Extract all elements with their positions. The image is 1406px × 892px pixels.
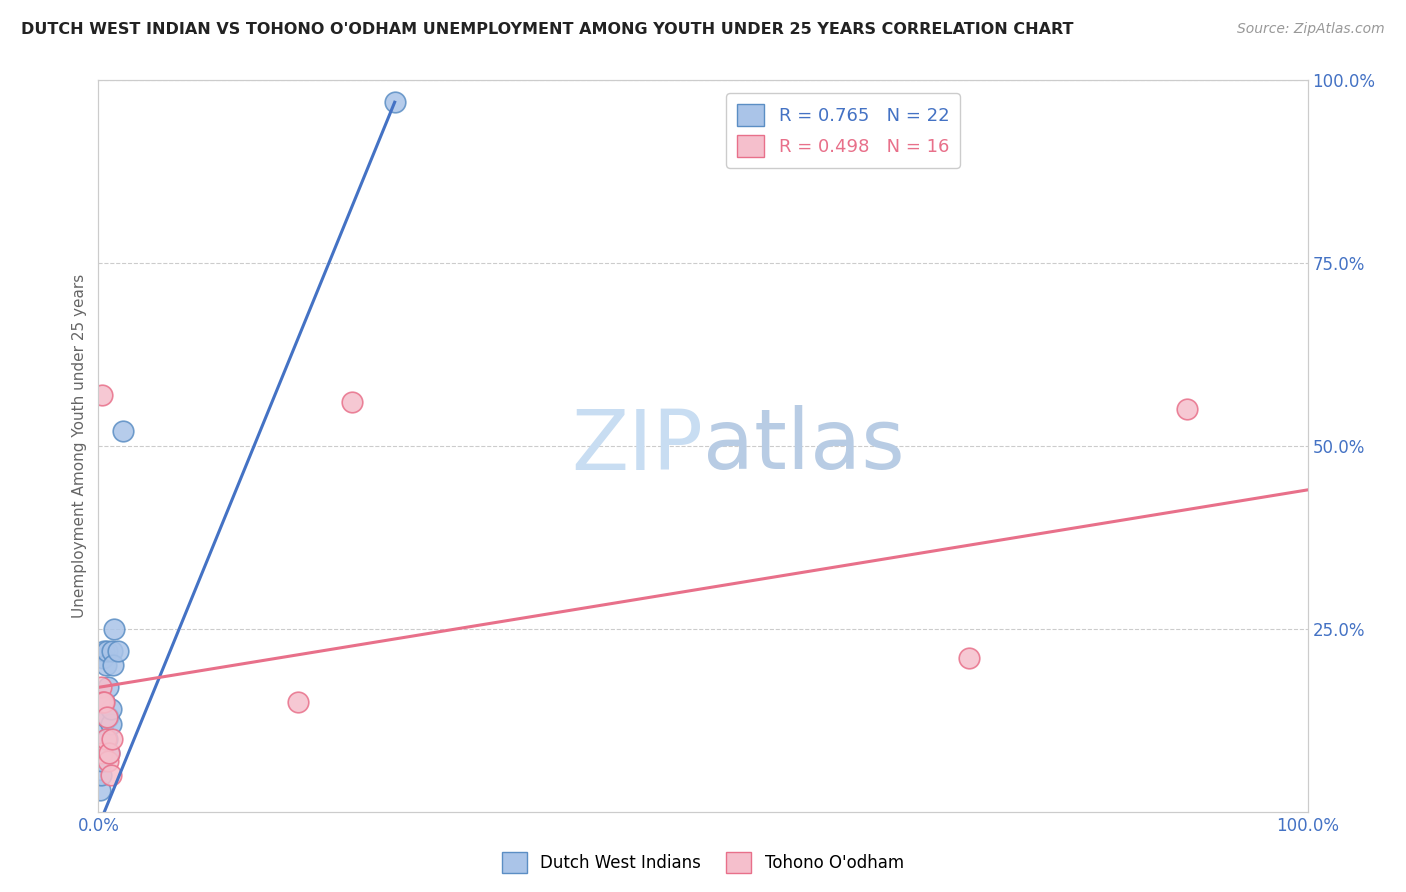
Point (97, 681, 120, 695)
Point (90, 768, 112, 782)
Point (89, 695, 111, 709)
Point (91, 754, 114, 768)
Legend: R = 0.765   N = 22, R = 0.498   N = 16: R = 0.765 N = 22, R = 0.498 N = 16 (725, 93, 960, 168)
Point (98, 746, 121, 760)
Point (97, 754, 120, 768)
Point (91, 746, 114, 760)
Point (93, 695, 115, 709)
Point (93, 644, 115, 658)
Point (103, 622, 125, 636)
Point (100, 717, 122, 731)
Point (342, 395, 364, 409)
Point (94, 731, 117, 746)
Legend: Dutch West Indians, Tohono O'odham: Dutch West Indians, Tohono O'odham (495, 846, 911, 880)
Point (96, 644, 118, 658)
Text: ZIP: ZIP (571, 406, 703, 486)
Point (100, 731, 122, 746)
Text: atlas: atlas (703, 406, 904, 486)
Point (100, 644, 122, 658)
Point (1175, 402, 1198, 417)
Point (94, 658, 117, 673)
Point (96, 709, 118, 723)
Text: DUTCH WEST INDIAN VS TOHONO O'ODHAM UNEMPLOYMENT AMONG YOUTH UNDER 25 YEARS CORR: DUTCH WEST INDIAN VS TOHONO O'ODHAM UNEM… (21, 22, 1074, 37)
Point (101, 658, 124, 673)
Point (97, 709, 120, 723)
Point (93, 695, 115, 709)
Point (91, 651, 114, 665)
Point (91, 388, 114, 402)
Point (107, 644, 129, 658)
Point (89, 782, 111, 797)
Point (100, 768, 122, 782)
Point (96, 731, 118, 746)
Point (94, 709, 117, 723)
Y-axis label: Unemployment Among Youth under 25 years: Unemployment Among Youth under 25 years (72, 274, 87, 618)
Point (98, 746, 121, 760)
Point (100, 702, 122, 716)
Point (91, 717, 114, 731)
Point (90, 681, 112, 695)
Point (111, 425, 134, 439)
Point (957, 651, 980, 665)
Point (91, 695, 114, 709)
Point (384, 95, 406, 110)
Text: Source: ZipAtlas.com: Source: ZipAtlas.com (1237, 22, 1385, 37)
Point (287, 695, 309, 709)
